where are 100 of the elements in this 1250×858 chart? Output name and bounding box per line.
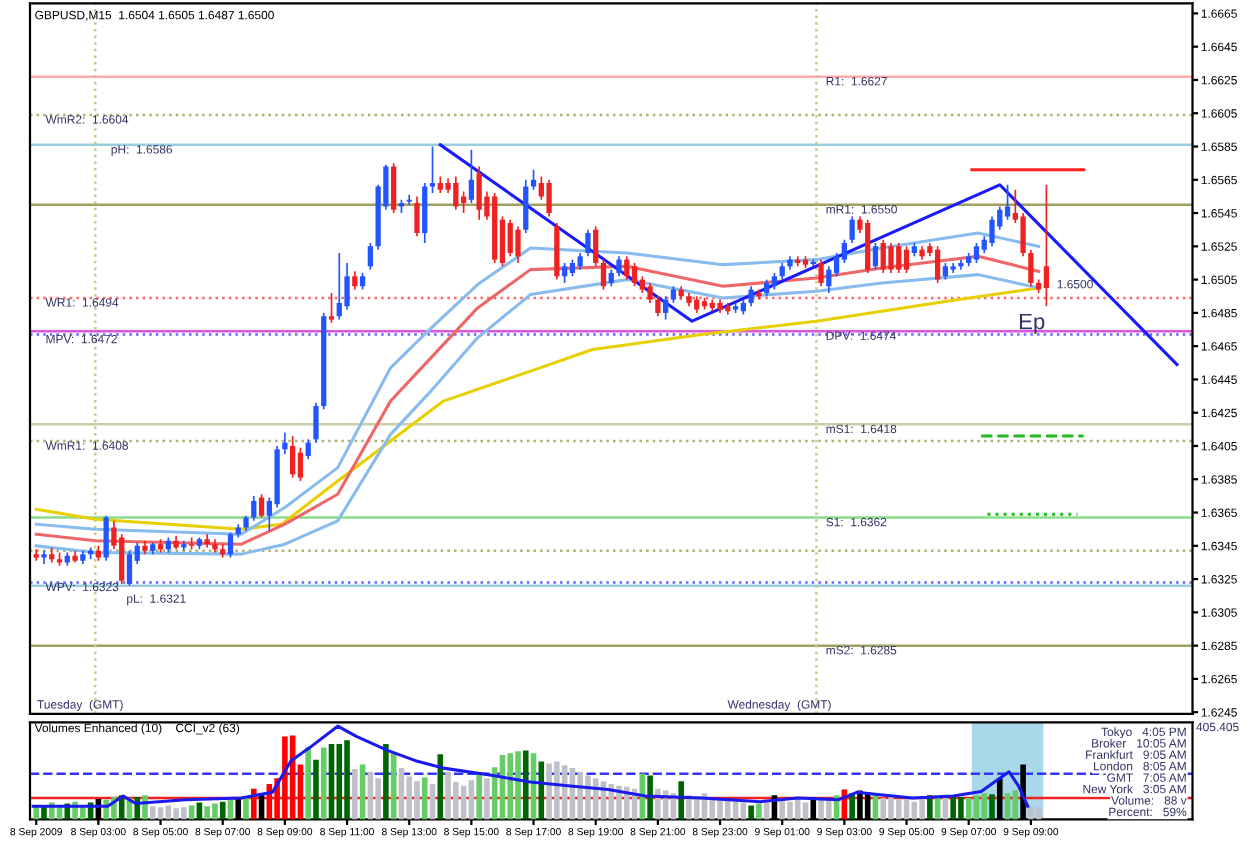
bar	[818, 799, 824, 820]
candlestick	[258, 493, 265, 519]
candlestick	[515, 225, 521, 264]
bar	[623, 786, 630, 820]
candlestick	[989, 215, 995, 248]
candlestick	[872, 242, 879, 271]
bar	[204, 806, 210, 820]
candlestick	[468, 149, 475, 204]
candlestick	[1043, 183, 1050, 308]
candlestick	[119, 533, 125, 585]
candlestick	[973, 242, 980, 264]
bar	[919, 797, 925, 820]
bar	[282, 736, 288, 820]
candlestick	[1020, 212, 1026, 258]
candlestick	[313, 401, 319, 444]
candlestick	[476, 165, 482, 221]
candlestick	[818, 258, 824, 288]
candlestick	[251, 495, 257, 522]
bar	[577, 771, 583, 820]
bar	[717, 798, 723, 820]
bar	[725, 799, 731, 820]
bar	[616, 785, 622, 820]
bar	[212, 803, 218, 820]
candlestick	[352, 270, 358, 291]
bar	[251, 788, 257, 820]
line-series	[438, 143, 1179, 366]
bar	[313, 759, 319, 820]
bar	[173, 808, 179, 820]
bar	[507, 753, 514, 820]
candlestick	[367, 242, 373, 271]
candlestick	[523, 178, 529, 234]
bar	[375, 778, 381, 820]
bar	[787, 801, 793, 820]
bar	[344, 740, 350, 820]
bar	[709, 797, 716, 820]
candlestick	[748, 285, 754, 308]
bar	[826, 798, 832, 820]
candlestick	[460, 190, 467, 214]
bar	[693, 797, 700, 820]
candlestick	[422, 182, 428, 244]
bar	[554, 761, 560, 820]
bar	[592, 778, 599, 820]
bar	[181, 807, 187, 820]
candlestick	[934, 245, 941, 284]
bar	[756, 803, 762, 820]
bar	[515, 751, 521, 820]
candlestick	[655, 295, 661, 318]
candlestick	[546, 178, 552, 218]
bar	[219, 801, 226, 820]
bar	[981, 793, 988, 820]
bar	[655, 788, 661, 820]
bar	[352, 769, 358, 820]
bar	[406, 776, 413, 820]
candlestick	[1004, 183, 1011, 221]
candlestick	[880, 238, 886, 274]
candlestick	[888, 242, 894, 274]
candlestick	[282, 431, 288, 456]
bar	[794, 799, 801, 820]
bar	[888, 797, 894, 820]
bar	[320, 747, 327, 820]
bar	[165, 805, 172, 820]
candlestick	[414, 195, 420, 238]
bar	[383, 743, 389, 820]
bar	[748, 805, 754, 820]
candlestick	[631, 262, 638, 288]
candlestick	[344, 262, 350, 311]
candlestick	[663, 295, 669, 321]
bar	[965, 797, 972, 820]
candlestick	[865, 218, 871, 274]
bar	[476, 773, 482, 820]
candlestick	[297, 446, 304, 482]
bar	[522, 750, 529, 820]
bar	[421, 777, 428, 820]
bar	[1028, 806, 1034, 820]
candlestick	[896, 242, 902, 274]
candlestick	[600, 258, 607, 291]
candlestick	[507, 218, 513, 258]
bar	[437, 754, 444, 820]
candlestick	[391, 162, 397, 214]
bar	[1012, 790, 1019, 820]
candlestick	[1028, 248, 1034, 288]
candlestick	[290, 435, 296, 479]
candlestick	[647, 282, 653, 304]
bar	[989, 794, 995, 820]
candlestick	[849, 215, 855, 244]
bar	[678, 781, 684, 820]
candlestick	[624, 255, 630, 281]
candlestick	[328, 292, 335, 324]
bar	[895, 799, 902, 820]
bar	[958, 797, 964, 820]
annotation: Ep	[1019, 313, 1045, 334]
bar	[243, 797, 249, 820]
candlestick	[593, 225, 599, 268]
candlestick	[41, 549, 47, 565]
candlestick	[903, 245, 910, 274]
bar	[585, 775, 591, 820]
bar	[647, 775, 653, 820]
bar	[608, 783, 615, 820]
candlestick	[616, 255, 622, 278]
candlestick	[305, 438, 311, 461]
